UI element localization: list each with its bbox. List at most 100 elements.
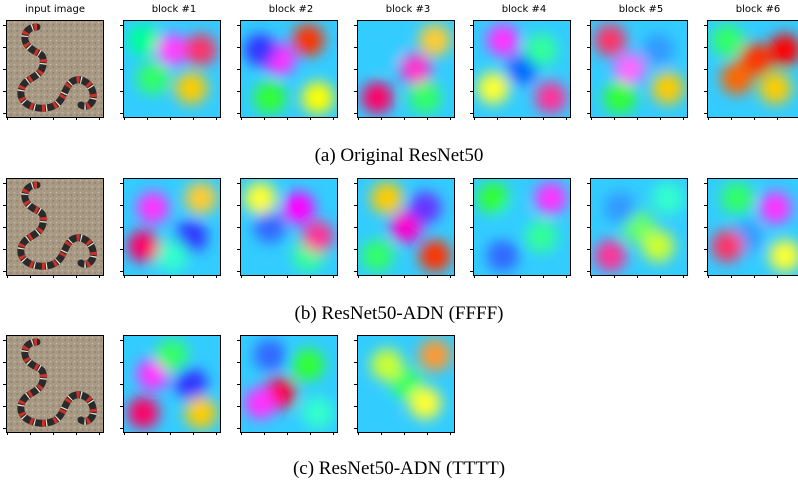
axis-tick [120, 205, 123, 206]
axis-tick [381, 275, 382, 278]
axis-tick [99, 432, 100, 435]
input-image [7, 179, 103, 275]
axis-tick [30, 275, 31, 278]
axis-tick [470, 249, 473, 250]
axis-tick [193, 432, 194, 435]
axis-tick [3, 249, 6, 250]
axis-tick [704, 91, 707, 92]
axis-tick [7, 275, 8, 278]
activation-heatmap [358, 336, 454, 432]
axis-tick [587, 183, 590, 184]
axis-tick [591, 117, 592, 120]
axis-tick [120, 271, 123, 272]
axis-tick [53, 275, 54, 278]
activation-heatmap [474, 21, 570, 117]
axis-tick [354, 249, 357, 250]
axis-tick [3, 227, 6, 228]
axis-tick [354, 25, 357, 26]
axis-tick [587, 91, 590, 92]
axis-tick [120, 91, 123, 92]
header-block-6: block #6 [735, 4, 781, 15]
axis-tick [120, 384, 123, 385]
axis-tick [591, 275, 592, 278]
activation-heatmap [358, 21, 454, 117]
activation-heatmap [358, 179, 454, 275]
activation-heatmap [124, 336, 220, 432]
axis-tick [120, 340, 123, 341]
axis-tick [237, 227, 240, 228]
axis-tick [124, 117, 125, 120]
input-image [7, 336, 103, 432]
activation-heatmap [124, 21, 220, 117]
caption-row-a: (a) Original ResNet50 [314, 145, 484, 166]
axis-tick [354, 340, 357, 341]
axis-tick [660, 275, 661, 278]
axis-tick [99, 275, 100, 278]
axis-tick [147, 432, 148, 435]
axis-tick [358, 275, 359, 278]
axis-tick [704, 69, 707, 70]
caption-row-c: (c) ResNet50-ADN (TTTT) [292, 458, 506, 479]
axis-tick [470, 271, 473, 272]
axis-tick [3, 91, 6, 92]
axis-tick [450, 117, 451, 120]
header-block-4: block #4 [501, 4, 547, 15]
axis-tick [704, 183, 707, 184]
axis-tick [427, 432, 428, 435]
axis-tick [333, 432, 334, 435]
axis-tick [354, 183, 357, 184]
axis-tick [310, 117, 311, 120]
axis-tick [474, 117, 475, 120]
axis-tick [53, 117, 54, 120]
axis-tick [354, 406, 357, 407]
activation-heatmap [474, 179, 570, 275]
axis-tick [333, 275, 334, 278]
activation-heatmap [708, 179, 798, 275]
axis-tick [193, 117, 194, 120]
axis-tick [427, 275, 428, 278]
header-block-2: block #2 [268, 4, 314, 15]
axis-tick [76, 117, 77, 120]
axis-tick [3, 25, 6, 26]
axis-tick [587, 113, 590, 114]
axis-tick [354, 428, 357, 429]
axis-tick [30, 117, 31, 120]
axis-tick [470, 113, 473, 114]
axis-tick [404, 432, 405, 435]
axis-tick [241, 432, 242, 435]
axis-tick [7, 117, 8, 120]
axis-tick [287, 117, 288, 120]
axis-tick [310, 275, 311, 278]
axis-tick [170, 117, 171, 120]
axis-tick [358, 432, 359, 435]
axis-tick [683, 275, 684, 278]
header-block-1: block #1 [151, 4, 197, 15]
activation-heatmap [591, 21, 687, 117]
axis-tick [237, 69, 240, 70]
activation-heatmap [591, 179, 687, 275]
axis-tick [704, 205, 707, 206]
axis-tick [237, 249, 240, 250]
axis-tick [193, 275, 194, 278]
axis-tick [237, 362, 240, 363]
axis-tick [543, 275, 544, 278]
axis-tick [3, 47, 6, 48]
axis-tick [354, 271, 357, 272]
axis-tick [704, 271, 707, 272]
axis-tick [237, 113, 240, 114]
axis-tick [731, 275, 732, 278]
axis-tick [704, 249, 707, 250]
axis-tick [354, 47, 357, 48]
axis-tick [754, 117, 755, 120]
activation-heatmap [241, 179, 337, 275]
axis-tick [7, 432, 8, 435]
axis-tick [777, 117, 778, 120]
axis-tick [237, 91, 240, 92]
axis-tick [30, 432, 31, 435]
axis-tick [120, 406, 123, 407]
caption-row-b: (b) ResNet50-ADN (FFFF) [294, 303, 504, 324]
axis-tick [450, 432, 451, 435]
axis-tick [170, 275, 171, 278]
axis-tick [216, 275, 217, 278]
axis-tick [120, 47, 123, 48]
